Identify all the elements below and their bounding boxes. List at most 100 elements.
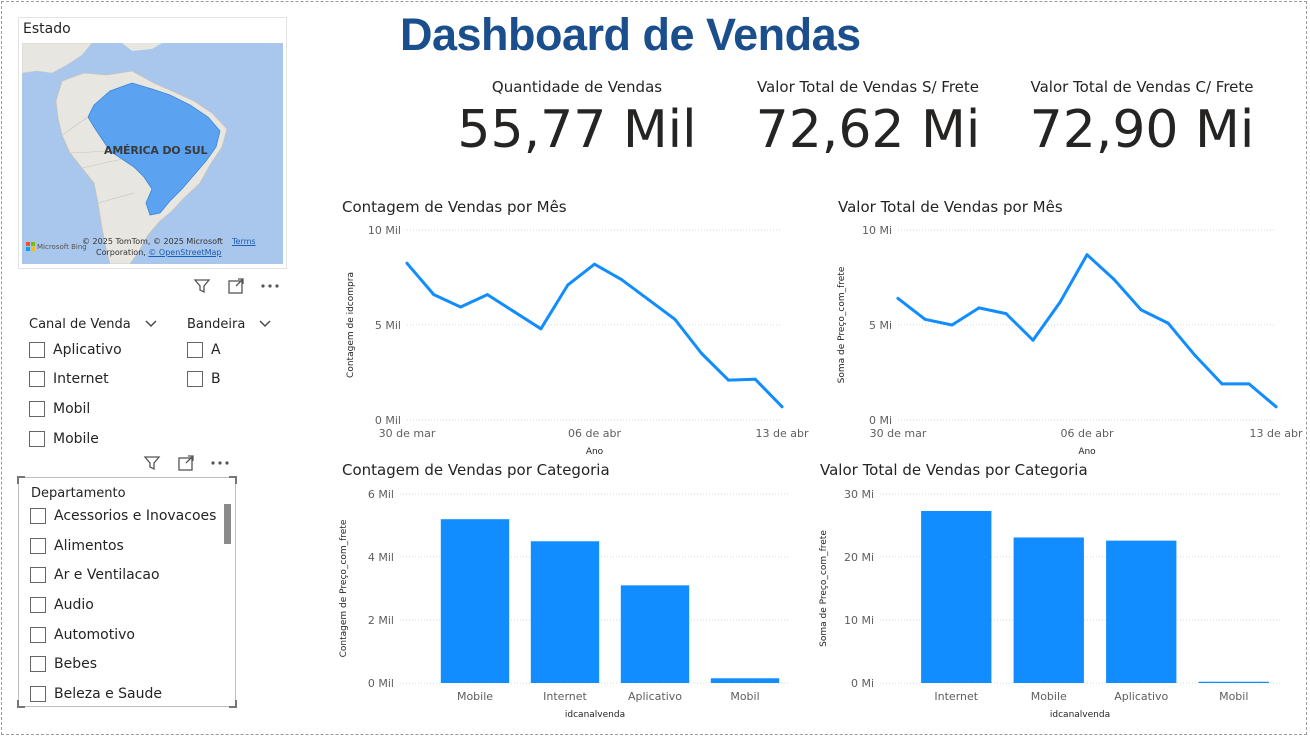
map-graphic <box>22 43 283 264</box>
x-axis-label: idcanalvenda <box>565 710 625 720</box>
chevron-down-icon[interactable] <box>259 318 271 331</box>
x-tick-label: Internet <box>543 690 587 703</box>
data-point <box>1274 405 1278 409</box>
map-copyright-line1: © 2025 TomTom, © 2025 Microsoft <box>82 237 223 246</box>
checkbox[interactable] <box>30 538 46 554</box>
checkbox[interactable] <box>30 508 46 524</box>
bar <box>921 511 992 683</box>
y-tick-label: 5 Mil <box>375 319 401 332</box>
map-area[interactable]: AMÉRICA DO SUL Microsoft Bing © 2025 Tom… <box>22 43 283 264</box>
y-tick-label: 6 Mil <box>368 488 394 501</box>
filter-icon[interactable] <box>192 276 212 296</box>
chevron-down-icon[interactable] <box>145 318 157 331</box>
y-tick-label: 0 Mil <box>375 414 401 427</box>
series-line <box>405 261 784 409</box>
slicer-dept-item[interactable]: Acessorios e Inovacoes <box>30 508 216 524</box>
more-options-icon[interactable] <box>260 276 280 296</box>
map-visual[interactable]: Estado AMÉRICA DO SUL Microsoft Bing © 2… <box>18 17 287 269</box>
slicer-canal-item[interactable]: Internet <box>29 371 109 387</box>
chart-title: Valor Total de Vendas por Mês <box>838 198 1063 216</box>
slicer-item-label: A <box>211 342 221 358</box>
checkbox[interactable] <box>30 627 46 643</box>
slicer-canal-header[interactable]: Canal de Venda <box>29 317 157 332</box>
data-point <box>896 296 900 300</box>
slicer-bandeira-item[interactable]: B <box>187 371 221 387</box>
map-visual-toolbar <box>192 276 280 296</box>
y-tick-label: 10 Mi <box>862 224 892 237</box>
checkbox[interactable] <box>187 342 203 358</box>
slicer-bandeira-header[interactable]: Bandeira <box>187 317 271 332</box>
filter-icon[interactable] <box>142 453 162 473</box>
checkbox[interactable] <box>29 342 45 358</box>
data-point <box>1247 382 1251 386</box>
checkbox[interactable] <box>29 401 45 417</box>
data-point <box>432 293 436 297</box>
slicer-departamento[interactable]: Departamento <box>17 476 237 708</box>
openstreetmap-link[interactable]: © OpenStreetMap <box>148 248 222 257</box>
y-axis-label: Contagem de idcompra <box>346 272 356 378</box>
resize-handle[interactable] <box>17 700 25 708</box>
slicer-dept-item[interactable]: Bebes <box>30 656 97 672</box>
kpi-card-quantidade[interactable]: Quantidade de Vendas 55,77 Mil <box>437 78 717 160</box>
checkbox[interactable] <box>29 371 45 387</box>
slicer-canal-item[interactable]: Aplicativo <box>29 342 122 358</box>
slicer-dept-item[interactable]: Ar e Ventilacao <box>30 567 160 583</box>
kpi-value: 55,77 Mil <box>457 100 697 160</box>
bing-attribution: Microsoft Bing <box>26 242 87 251</box>
checkbox[interactable] <box>30 597 46 613</box>
more-options-icon[interactable] <box>210 453 230 473</box>
series-line <box>896 253 1278 409</box>
data-point <box>619 277 623 281</box>
checkbox[interactable] <box>30 567 46 583</box>
bar <box>1013 537 1084 683</box>
slicer-canal-item[interactable]: Mobile <box>29 431 99 447</box>
resize-handle[interactable] <box>229 476 237 484</box>
data-point <box>977 306 981 310</box>
checkbox[interactable] <box>29 431 45 447</box>
data-point <box>539 327 543 331</box>
focus-mode-icon[interactable] <box>176 453 196 473</box>
x-axis-label: Ano <box>1078 447 1096 457</box>
data-point <box>700 352 704 355</box>
y-axis-label: Contagem de Preço_com_frete <box>339 519 349 657</box>
map-copyright: © 2025 TomTom, © 2025 Microsoft Terms Co… <box>82 236 282 258</box>
slicer-dept-item[interactable]: Audio <box>30 597 94 613</box>
data-point <box>593 262 596 266</box>
bar-chart-valor-categoria[interactable]: 0 Mi 10 Mi 20 Mi 30 Mi Soma de Preço_com_fre… <box>815 482 1295 722</box>
scrollbar-thumb[interactable] <box>224 504 231 544</box>
bar-chart-contagem-categoria[interactable]: 0 Mil 2 Mil 4 Mil 6 Mil Contagem de Preço_co… <box>335 482 810 722</box>
slicer-item-label: Mobile <box>53 431 99 447</box>
slicer-item-label: Beleza e Saude <box>54 686 163 702</box>
chart-title: Valor Total de Vendas por Categoria <box>820 461 1088 479</box>
checkbox[interactable] <box>30 686 46 702</box>
slicer-canal-item[interactable]: Mobil <box>29 401 90 417</box>
bing-label: Microsoft Bing <box>37 242 87 251</box>
slicer-bandeira-title: Bandeira <box>187 317 246 332</box>
checkbox[interactable] <box>187 371 203 387</box>
slicer-dept-item[interactable]: Automotivo <box>30 627 135 643</box>
slicer-dept-item[interactable]: Alimentos <box>30 538 124 554</box>
checkbox[interactable] <box>30 656 46 672</box>
slicer-item-label: Alimentos <box>54 538 124 554</box>
kpi-card-valor-sem-frete[interactable]: Valor Total de Vendas S/ Frete 72,62 Mi <box>728 78 1008 160</box>
y-axis-label: Soma de Preço_com_frete <box>819 530 829 647</box>
slicer-item-label: Internet <box>53 371 109 387</box>
data-point <box>1139 308 1143 312</box>
data-point <box>485 293 489 297</box>
resize-handle[interactable] <box>229 700 237 708</box>
dept-visual-toolbar <box>142 453 230 473</box>
map-region-label: AMÉRICA DO SUL <box>104 144 208 157</box>
slicer-item-label: Bebes <box>54 656 98 672</box>
line-chart-contagem-mes[interactable]: 0 Mil 5 Mil 10 Mil Contagem de idcompra Ano 3… <box>335 218 815 458</box>
line-chart-valor-mes[interactable]: 0 Mi 5 Mi 10 Mi Soma de Preço_com_frete Ano 3… <box>830 218 1308 458</box>
slicer-dept-item[interactable]: Beleza e Saude <box>30 686 162 702</box>
data-point <box>566 283 570 287</box>
focus-mode-icon[interactable] <box>226 276 246 296</box>
data-point <box>780 405 784 409</box>
kpi-card-valor-com-frete[interactable]: Valor Total de Vendas C/ Frete 72,90 Mi <box>1002 78 1282 160</box>
slicer-bandeira-item[interactable]: A <box>187 342 221 358</box>
data-point <box>923 317 927 321</box>
resize-handle[interactable] <box>17 476 25 484</box>
terms-link[interactable]: Terms <box>232 237 256 246</box>
